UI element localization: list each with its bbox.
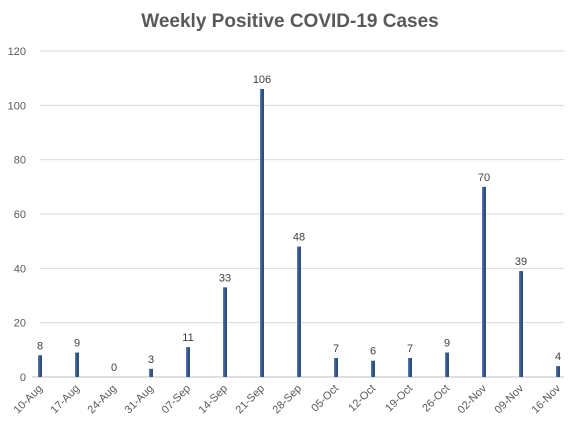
x-tick-label-07-Sep: 07-Sep [160,383,194,417]
bar-07-Sep [186,347,190,377]
x-tick-label-02-Nov: 02-Nov [456,382,490,416]
data-label-31-Aug: 3 [148,354,154,366]
data-label-24-Aug: 0 [111,362,117,374]
bar-19-Oct [408,357,412,377]
data-label-19-Oct: 7 [407,343,413,355]
y-tick-label: 120 [8,46,26,58]
bar-17-Aug [75,352,79,377]
x-tick-label-28-Sep: 28-Sep [271,383,305,417]
data-label-09-Nov: 39 [515,256,527,268]
data-label-14-Sep: 33 [219,272,231,284]
data-label-26-Oct: 9 [444,338,450,350]
y-tick-label: 80 [14,155,26,167]
bar-14-Sep [223,287,227,377]
y-tick-label: 20 [14,318,26,330]
x-tick-label-26-Oct: 26-Oct [420,383,452,415]
gridlines [32,50,564,378]
chart-title: Weekly Positive COVID-19 Cases [141,11,438,32]
data-label-28-Sep: 48 [293,232,305,244]
x-tick-label-12-Oct: 12-Oct [346,383,378,415]
bar-10-Aug [38,355,42,377]
data-label-17-Aug: 9 [74,338,80,350]
bars [38,89,560,378]
x-tick-label-31-Aug: 31-Aug [123,383,157,417]
y-tick-label: 60 [14,209,26,221]
y-tick-label: 0 [20,372,26,384]
data-label-16-Nov: 4 [555,351,561,363]
x-tick-label-24-Aug: 24-Aug [86,383,120,417]
bar-02-Nov [482,186,486,377]
data-label-10-Aug: 8 [37,340,43,352]
bar-09-Nov [519,271,523,377]
data-label-07-Sep: 11 [182,332,193,344]
bar-16-Nov [556,366,560,377]
x-tick-label-17-Aug: 17-Aug [49,383,83,417]
bar-12-Oct [371,360,375,377]
y-tick-label: 40 [14,263,26,275]
bar-05-Oct [334,357,338,377]
y-tick-label: 100 [8,100,26,112]
data-labels: 8 9 0 3 11 33 106 48 7 6 7 9 70 39 4 [37,74,561,374]
x-tick-label-05-Oct: 05-Oct [309,383,341,415]
bar-31-Aug [149,368,153,377]
x-tick-label-10-Aug: 10-Aug [12,383,46,417]
bar-26-Oct [445,352,449,377]
data-label-21-Sep: 106 [253,74,271,86]
x-tick-label-19-Oct: 19-Oct [383,383,415,415]
x-axis-ticks: 10-Aug 17-Aug 24-Aug 31-Aug 07-Sep 14-Sep 21-S… [12,382,564,416]
bar-21-Sep [260,89,264,378]
x-tick-label-16-Nov: 16-Nov [530,382,564,416]
x-tick-label-14-Sep: 14-Sep [197,383,231,417]
bar-28-Sep [297,246,301,377]
x-tick-label-21-Sep: 21-Sep [234,383,268,417]
data-label-05-Oct: 7 [333,343,339,355]
data-label-12-Oct: 6 [370,346,376,358]
data-label-02-Nov: 70 [478,172,490,184]
x-tick-label-09-Nov: 09-Nov [493,382,527,416]
y-axis-ticks: 0 20 40 60 80 100 120 [8,46,26,384]
